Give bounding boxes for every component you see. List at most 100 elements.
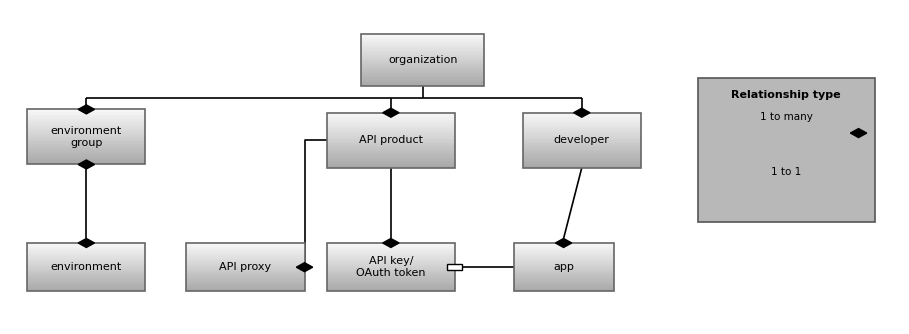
Bar <box>27 138 145 140</box>
Bar <box>27 134 145 136</box>
Bar <box>327 155 454 157</box>
Bar <box>327 253 454 254</box>
Bar <box>327 252 454 253</box>
Bar <box>362 50 484 51</box>
Bar <box>327 278 454 279</box>
Bar <box>186 250 305 252</box>
Bar <box>362 41 484 42</box>
Bar <box>27 283 145 284</box>
Bar <box>27 158 145 159</box>
Bar <box>186 282 305 283</box>
Bar <box>27 163 145 164</box>
Bar <box>523 120 641 121</box>
Bar <box>362 82 484 84</box>
Bar <box>514 277 614 278</box>
Bar <box>27 147 145 148</box>
Bar <box>186 243 305 291</box>
Bar <box>362 46 484 47</box>
Bar <box>327 150 454 151</box>
Bar <box>514 283 614 284</box>
Bar <box>523 113 641 114</box>
Bar <box>523 160 641 161</box>
Bar <box>327 265 454 266</box>
Bar <box>362 84 484 85</box>
Bar <box>27 282 145 283</box>
Bar <box>27 119 145 121</box>
Bar <box>327 133 454 135</box>
Bar <box>27 162 145 163</box>
Bar <box>523 155 641 157</box>
Bar <box>27 125 145 126</box>
Bar <box>362 68 484 69</box>
Bar <box>514 258 614 259</box>
Bar <box>27 114 145 115</box>
Bar <box>523 125 641 127</box>
Bar <box>27 144 145 145</box>
Bar <box>362 54 484 55</box>
Polygon shape <box>383 108 399 117</box>
Bar <box>514 253 614 254</box>
Bar <box>362 60 484 61</box>
Bar <box>27 120 145 122</box>
Bar <box>362 81 484 82</box>
Bar <box>523 140 641 142</box>
Bar <box>27 252 145 253</box>
Bar <box>186 245 305 246</box>
Bar <box>362 64 484 65</box>
Bar <box>27 151 145 152</box>
Bar <box>27 256 145 258</box>
Bar <box>327 246 454 248</box>
Bar <box>514 245 614 246</box>
Bar <box>362 48 484 50</box>
Bar <box>327 160 454 161</box>
Bar <box>27 263 145 264</box>
Bar <box>523 138 641 139</box>
Bar <box>27 265 145 266</box>
Bar <box>514 278 614 279</box>
Bar <box>514 259 614 260</box>
Bar <box>327 127 454 128</box>
Bar <box>523 157 641 158</box>
Bar <box>327 284 454 285</box>
Bar <box>27 243 145 244</box>
Bar <box>27 133 145 134</box>
Bar <box>327 282 454 283</box>
Bar <box>27 250 145 252</box>
Bar <box>327 256 454 258</box>
Bar <box>186 278 305 279</box>
Bar <box>514 260 614 261</box>
Bar <box>27 284 145 285</box>
Text: 1 to 1: 1 to 1 <box>771 167 802 177</box>
Text: API key/
OAuth token: API key/ OAuth token <box>356 257 425 278</box>
Bar <box>362 79 484 81</box>
Bar <box>327 164 454 165</box>
Bar <box>27 112 145 114</box>
Bar <box>362 72 484 73</box>
Bar <box>514 261 614 263</box>
Bar <box>523 139 641 140</box>
Polygon shape <box>555 238 572 247</box>
Bar <box>327 132 454 133</box>
Bar <box>27 127 145 129</box>
Bar <box>523 158 641 160</box>
Bar <box>327 271 454 272</box>
Bar <box>27 141 145 142</box>
Bar <box>27 255 145 256</box>
Bar <box>186 254 305 255</box>
Polygon shape <box>851 185 865 190</box>
Bar <box>514 285 614 287</box>
Text: developer: developer <box>554 135 610 145</box>
Bar <box>27 131 145 133</box>
Bar <box>186 261 305 263</box>
Bar <box>523 127 641 128</box>
Bar <box>514 244 614 245</box>
Bar <box>514 267 614 269</box>
Bar <box>514 287 614 288</box>
Polygon shape <box>78 160 95 169</box>
Bar <box>186 249 305 250</box>
Bar <box>523 117 641 118</box>
Bar <box>523 132 641 133</box>
Bar <box>186 287 305 288</box>
Bar <box>514 254 614 255</box>
Bar <box>27 118 145 119</box>
